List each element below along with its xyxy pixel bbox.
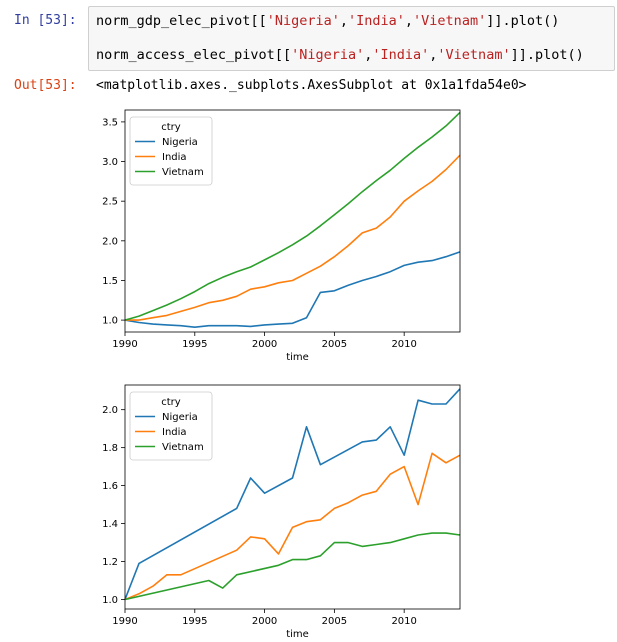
legend-title: ctry: [161, 397, 181, 408]
code-punct: ]]: [510, 47, 527, 63]
code-string: 'Vietnam': [437, 47, 511, 63]
code-string: 'Vietnam': [413, 13, 487, 29]
y-tick-label: 1.5: [102, 276, 118, 287]
y-tick-label: 1.4: [102, 519, 118, 530]
x-tick-label: 2000: [252, 339, 277, 350]
code-string: 'Nigeria': [291, 47, 365, 63]
code-punct: ,: [429, 47, 438, 63]
legend-label-india: India: [162, 152, 187, 163]
legend-box: [129, 116, 213, 186]
code-line-2[interactable]: norm_access_elec_pivot[['Nigeria','India…: [96, 47, 584, 63]
series-line-vietnam: [124, 111, 461, 321]
input-prompt: In [53]:: [14, 13, 77, 28]
x-tick-label: 2005: [322, 339, 347, 350]
legend-label-nigeria: Nigeria: [162, 412, 198, 423]
legend-label-nigeria: Nigeria: [162, 137, 198, 148]
series-line-nigeria: [124, 251, 461, 329]
legend-label-vietnam: Vietnam: [162, 167, 204, 178]
x-tick-label: 1990: [112, 339, 137, 350]
x-tick-label: 2000: [252, 616, 277, 627]
legend-title: ctry: [161, 122, 181, 133]
code-punct: [[: [274, 47, 292, 63]
y-tick-label: 1.2: [102, 557, 118, 568]
x-tick-label: 2010: [391, 616, 416, 627]
legend-box: [129, 391, 213, 461]
y-tick-label: 1.8: [102, 443, 118, 454]
series-line-nigeria: [124, 388, 461, 600]
axes-frame: [124, 384, 461, 610]
code-call: .plot(): [502, 13, 560, 29]
code-punct: ]]: [486, 13, 503, 29]
x-tick-label: 1995: [182, 616, 207, 627]
x-axis-label: time: [286, 629, 309, 640]
code-punct: [[: [250, 13, 267, 29]
x-axis-label: time: [286, 352, 309, 363]
y-tick-label: 2.0: [102, 405, 118, 416]
code-call: .plot(): [526, 47, 584, 63]
code-string: 'Nigeria': [266, 13, 340, 29]
code-punct: ,: [339, 13, 348, 29]
y-tick-label: 1.0: [102, 316, 118, 327]
y-tick-label: 1.6: [102, 481, 118, 492]
output-prompt: Out[53]:: [14, 78, 77, 93]
series-line-vietnam: [124, 532, 461, 601]
code-string: 'India': [348, 13, 405, 29]
code-string: 'India': [372, 47, 430, 63]
code-input-cell[interactable]: norm_gdp_elec_pivot[['Nigeria','India','…: [88, 6, 615, 71]
x-tick-label: 2010: [391, 339, 416, 350]
code-punct: ,: [364, 47, 373, 63]
code-variable: norm_access_elec_pivot: [96, 47, 275, 63]
series-line-india: [124, 452, 461, 601]
x-tick-label: 2005: [322, 616, 347, 627]
y-tick-label: 3.0: [102, 157, 118, 168]
code-line-1[interactable]: norm_gdp_elec_pivot[['Nigeria','India','…: [96, 13, 559, 29]
x-tick-label: 1990: [112, 616, 137, 627]
code-variable: norm_gdp_elec_pivot: [96, 13, 251, 29]
legend-label-vietnam: Vietnam: [162, 442, 204, 453]
y-tick-label: 1.0: [102, 595, 118, 606]
y-tick-label: 2.0: [102, 236, 118, 247]
y-tick-label: 2.5: [102, 197, 118, 208]
code-punct: ,: [404, 13, 414, 29]
axes-frame: [124, 109, 461, 333]
x-tick-label: 1995: [182, 339, 207, 350]
y-tick-label: 3.5: [102, 117, 118, 128]
series-line-india: [125, 154, 461, 321]
output-text: <matplotlib.axes._subplots.AxesSubplot a…: [96, 78, 527, 93]
legend-label-india: India: [162, 427, 187, 438]
